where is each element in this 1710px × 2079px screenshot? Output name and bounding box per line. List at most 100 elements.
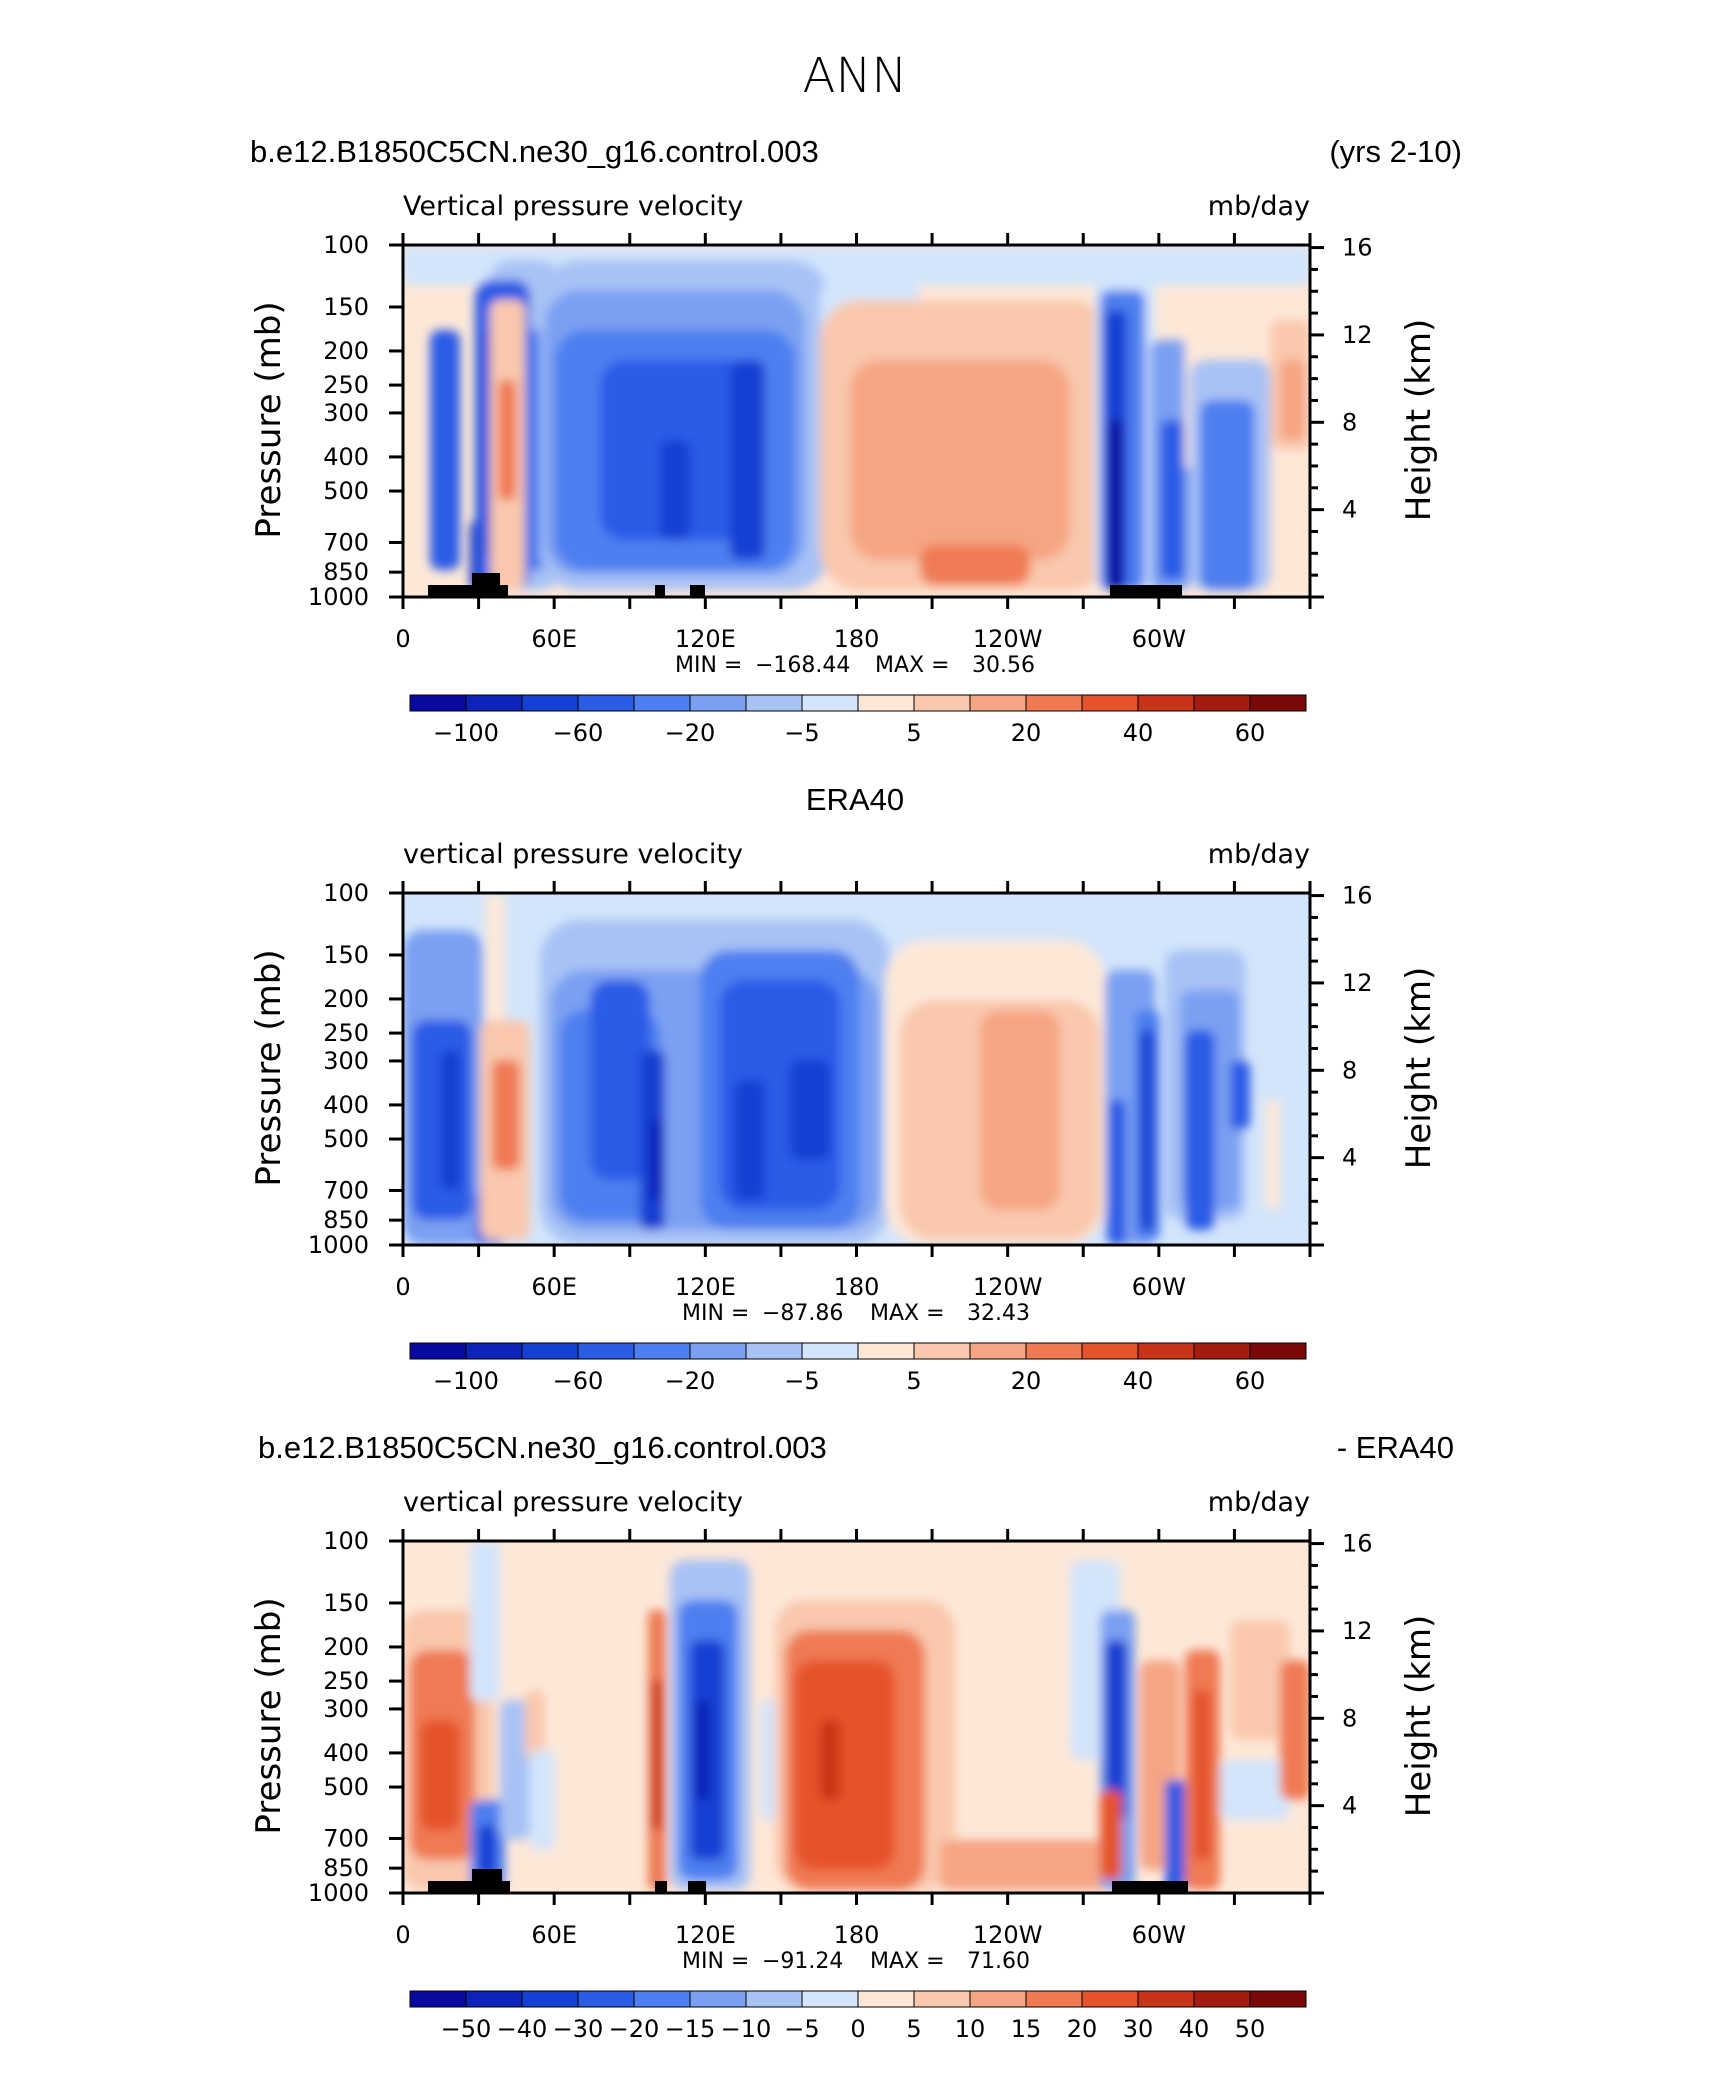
y-tick-label: 850 — [323, 1854, 369, 1882]
colorbar: −100 −60 −20 −5 5 20 40 60 — [409, 694, 1307, 747]
stats-readout: MIN = −91.24 MAX = 71.60 — [682, 1949, 1030, 1974]
y-tick-label: 1000 — [308, 1231, 369, 1259]
x-tick-label: 0 — [395, 625, 410, 653]
terrain-mask — [428, 1869, 1188, 1893]
y2-axis-label: Height (km) — [1399, 1615, 1439, 1818]
colorbar-swatch — [1025, 1990, 1083, 2008]
colorbar-swatch — [1249, 694, 1307, 712]
colorbar-label: 60 — [1235, 719, 1266, 747]
min-label: MIN = — [682, 1949, 749, 1974]
colorbar-swatch — [801, 694, 859, 712]
x-tick-label: 120E — [675, 1273, 736, 1301]
max-value: 30.56 — [972, 653, 1035, 678]
y2-tick-label: 12 — [1342, 969, 1373, 997]
y2-tick-label: 4 — [1342, 496, 1357, 524]
y-tick-label: 200 — [323, 337, 369, 365]
min-value: −168.44 — [755, 653, 850, 678]
y-axis-label: Pressure (mb) — [249, 949, 289, 1186]
min-label: MIN = — [682, 1301, 749, 1326]
colorbar-label: −20 — [609, 2015, 660, 2043]
colorbar-swatch — [801, 1990, 859, 2008]
y2-tick-label: 16 — [1342, 234, 1373, 262]
variable-label: Vertical pressure velocity — [403, 191, 743, 222]
y2-tick-label: 16 — [1342, 1530, 1373, 1558]
panel-right-title: (yrs 2-10) — [1329, 134, 1462, 169]
x-tick-label: 60E — [531, 1921, 577, 1949]
y-axis-label: Pressure (mb) — [249, 1597, 289, 1834]
colorbar-label: −60 — [553, 1367, 604, 1395]
panel-difference: b.e12.B1850C5CN.ne30_g16.control.003 - E… — [249, 1430, 1454, 2043]
y2-tick-label: 12 — [1342, 1617, 1373, 1645]
y-tick-label: 500 — [323, 1773, 369, 1801]
contour-field — [403, 1541, 1310, 1893]
colorbar-swatch — [577, 1342, 635, 1360]
y-tick-label: 700 — [323, 1824, 369, 1852]
colorbar-label: 20 — [1067, 2015, 1098, 2043]
x-tick-label: 60E — [531, 625, 577, 653]
y-axis-label: Pressure (mb) — [249, 301, 289, 538]
colorbar-swatch — [1193, 694, 1251, 712]
colorbar-swatch — [633, 694, 691, 712]
colorbar-swatch — [1193, 1342, 1251, 1360]
x-tick-label: 120E — [675, 1921, 736, 1949]
max-label: MAX = — [875, 653, 950, 678]
colorbar-label: −100 — [433, 1367, 499, 1395]
colorbar-label: −5 — [784, 2015, 819, 2043]
colorbar-swatch — [969, 1990, 1027, 2008]
x-tick-label: 120W — [973, 1273, 1043, 1301]
contour-field — [403, 893, 1310, 1245]
colorbar-label: 50 — [1235, 2015, 1266, 2043]
colorbar-label: 0 — [850, 2015, 865, 2043]
colorbar-swatch — [913, 694, 971, 712]
y2-axis-label: Height (km) — [1399, 967, 1439, 1170]
colorbar-label: 15 — [1011, 2015, 1042, 2043]
colorbar-label: 20 — [1011, 1367, 1042, 1395]
y-tick-label: 400 — [323, 1739, 369, 1767]
colorbar-swatch — [521, 1990, 579, 2008]
colorbar: −100 −60 −20 −5 5 20 40 60 — [409, 1342, 1307, 1395]
y-tick-label: 150 — [323, 1589, 369, 1617]
colorbar-swatch — [969, 1342, 1027, 1360]
y2-tick-label: 8 — [1342, 1056, 1357, 1084]
y2-tick-label: 8 — [1342, 408, 1357, 436]
colorbar-label: −20 — [665, 1367, 716, 1395]
y-tick-label: 250 — [323, 1019, 369, 1047]
panel-model: b.e12.B1850C5CN.ne30_g16.control.003 (yr… — [249, 134, 1462, 747]
x-tick-label: 120W — [973, 625, 1043, 653]
colorbar-swatch — [745, 1990, 803, 2008]
units-label: mb/day — [1208, 839, 1310, 870]
colorbar-label: −15 — [665, 2015, 716, 2043]
colorbar-swatch — [1025, 694, 1083, 712]
colorbar-label: 40 — [1123, 719, 1154, 747]
colorbar-swatch — [689, 694, 747, 712]
colorbar-swatch — [1249, 1342, 1307, 1360]
colorbar-label: 5 — [906, 1367, 921, 1395]
variable-label: vertical pressure velocity — [403, 1487, 743, 1518]
panel-obs: ERA40 vertical pressure velocity mb/day — [249, 782, 1439, 1395]
y-tick-label: 400 — [323, 443, 369, 471]
max-value: 32.43 — [967, 1301, 1030, 1326]
colorbar-label: 60 — [1235, 1367, 1266, 1395]
x-axis: 0 60E 120E 180 120W 60W — [395, 881, 1312, 1301]
colorbar-swatch — [1137, 1990, 1195, 2008]
colorbar-label: −40 — [497, 2015, 548, 2043]
colorbar-label: 30 — [1123, 2015, 1154, 2043]
colorbar-swatch — [745, 1342, 803, 1360]
y2-axis-label: Height (km) — [1399, 319, 1439, 522]
y-tick-label: 100 — [323, 1527, 369, 1555]
colorbar-label: −5 — [784, 719, 819, 747]
colorbar-label: −30 — [553, 2015, 604, 2043]
colorbar-swatch — [1137, 694, 1195, 712]
x-tick-label: 180 — [834, 1921, 880, 1949]
colorbar-label: −60 — [553, 719, 604, 747]
x-tick-label: 0 — [395, 1273, 410, 1301]
colorbar-swatch — [745, 694, 803, 712]
stats-readout: MIN = −168.44 MAX = 30.56 — [675, 653, 1035, 678]
colorbar-label: 10 — [955, 2015, 986, 2043]
y-tick-label: 500 — [323, 1125, 369, 1153]
colorbar-swatch — [1137, 1342, 1195, 1360]
colorbar-label: 40 — [1179, 2015, 1210, 2043]
